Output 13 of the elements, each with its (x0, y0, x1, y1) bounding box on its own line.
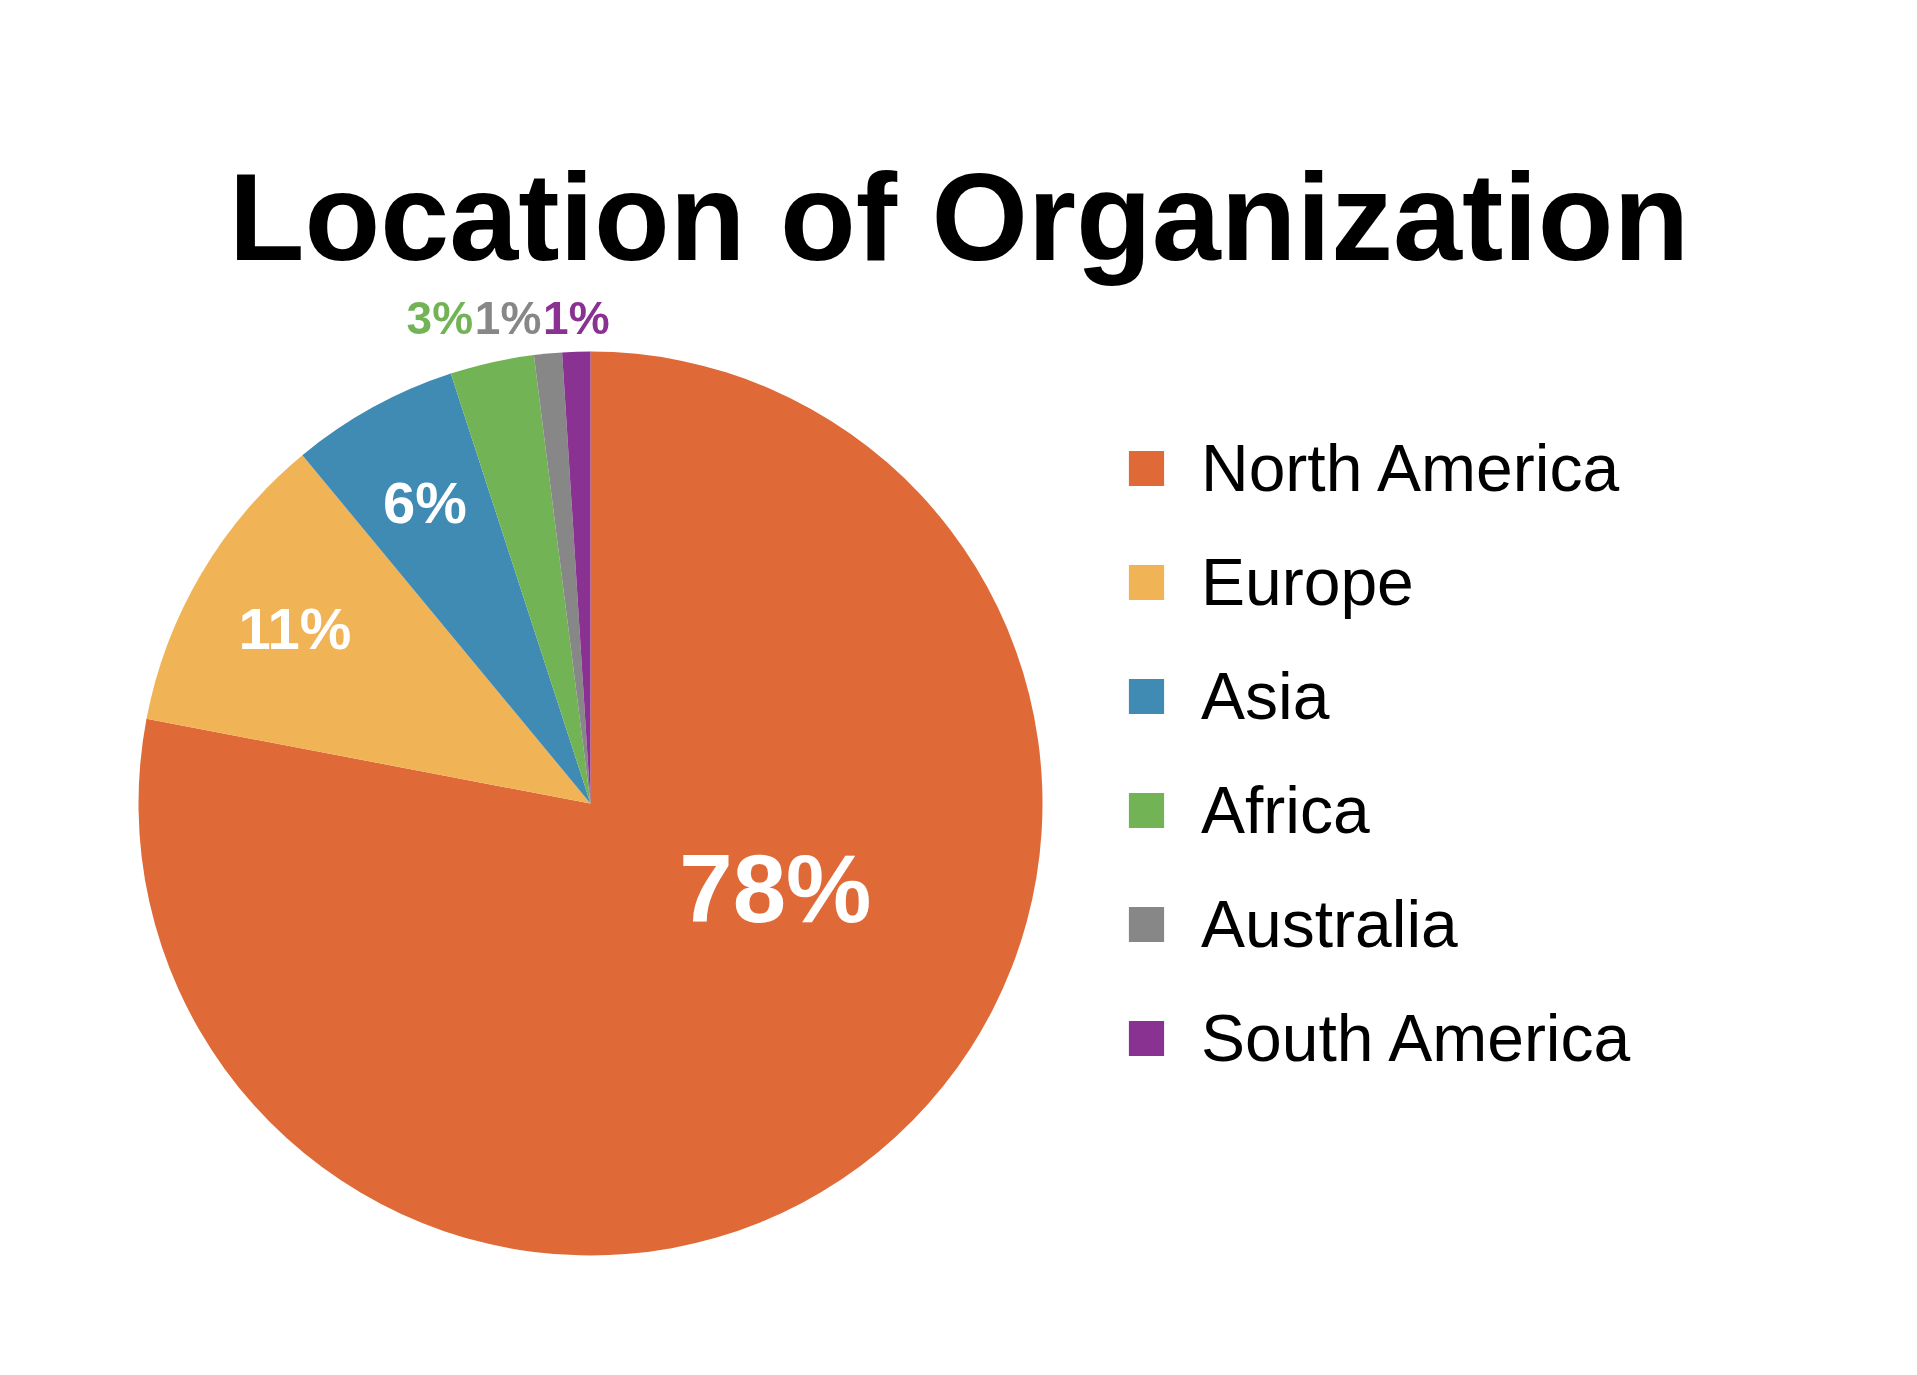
legend-label: Africa (1201, 772, 1370, 848)
chart-title: Location of Organization (228, 147, 1690, 286)
legend-label: South America (1201, 1000, 1631, 1076)
legend-label: North America (1201, 430, 1620, 506)
data-label: 1% (474, 291, 542, 344)
legend-label: Australia (1201, 886, 1458, 962)
data-label: 1% (543, 291, 610, 344)
data-label: 78% (679, 834, 872, 942)
data-label: 11% (238, 596, 352, 662)
data-label: 3% (406, 291, 474, 344)
data-label: 6% (383, 469, 467, 535)
legend-label: Europe (1201, 544, 1414, 620)
legend-label: Asia (1201, 658, 1330, 734)
